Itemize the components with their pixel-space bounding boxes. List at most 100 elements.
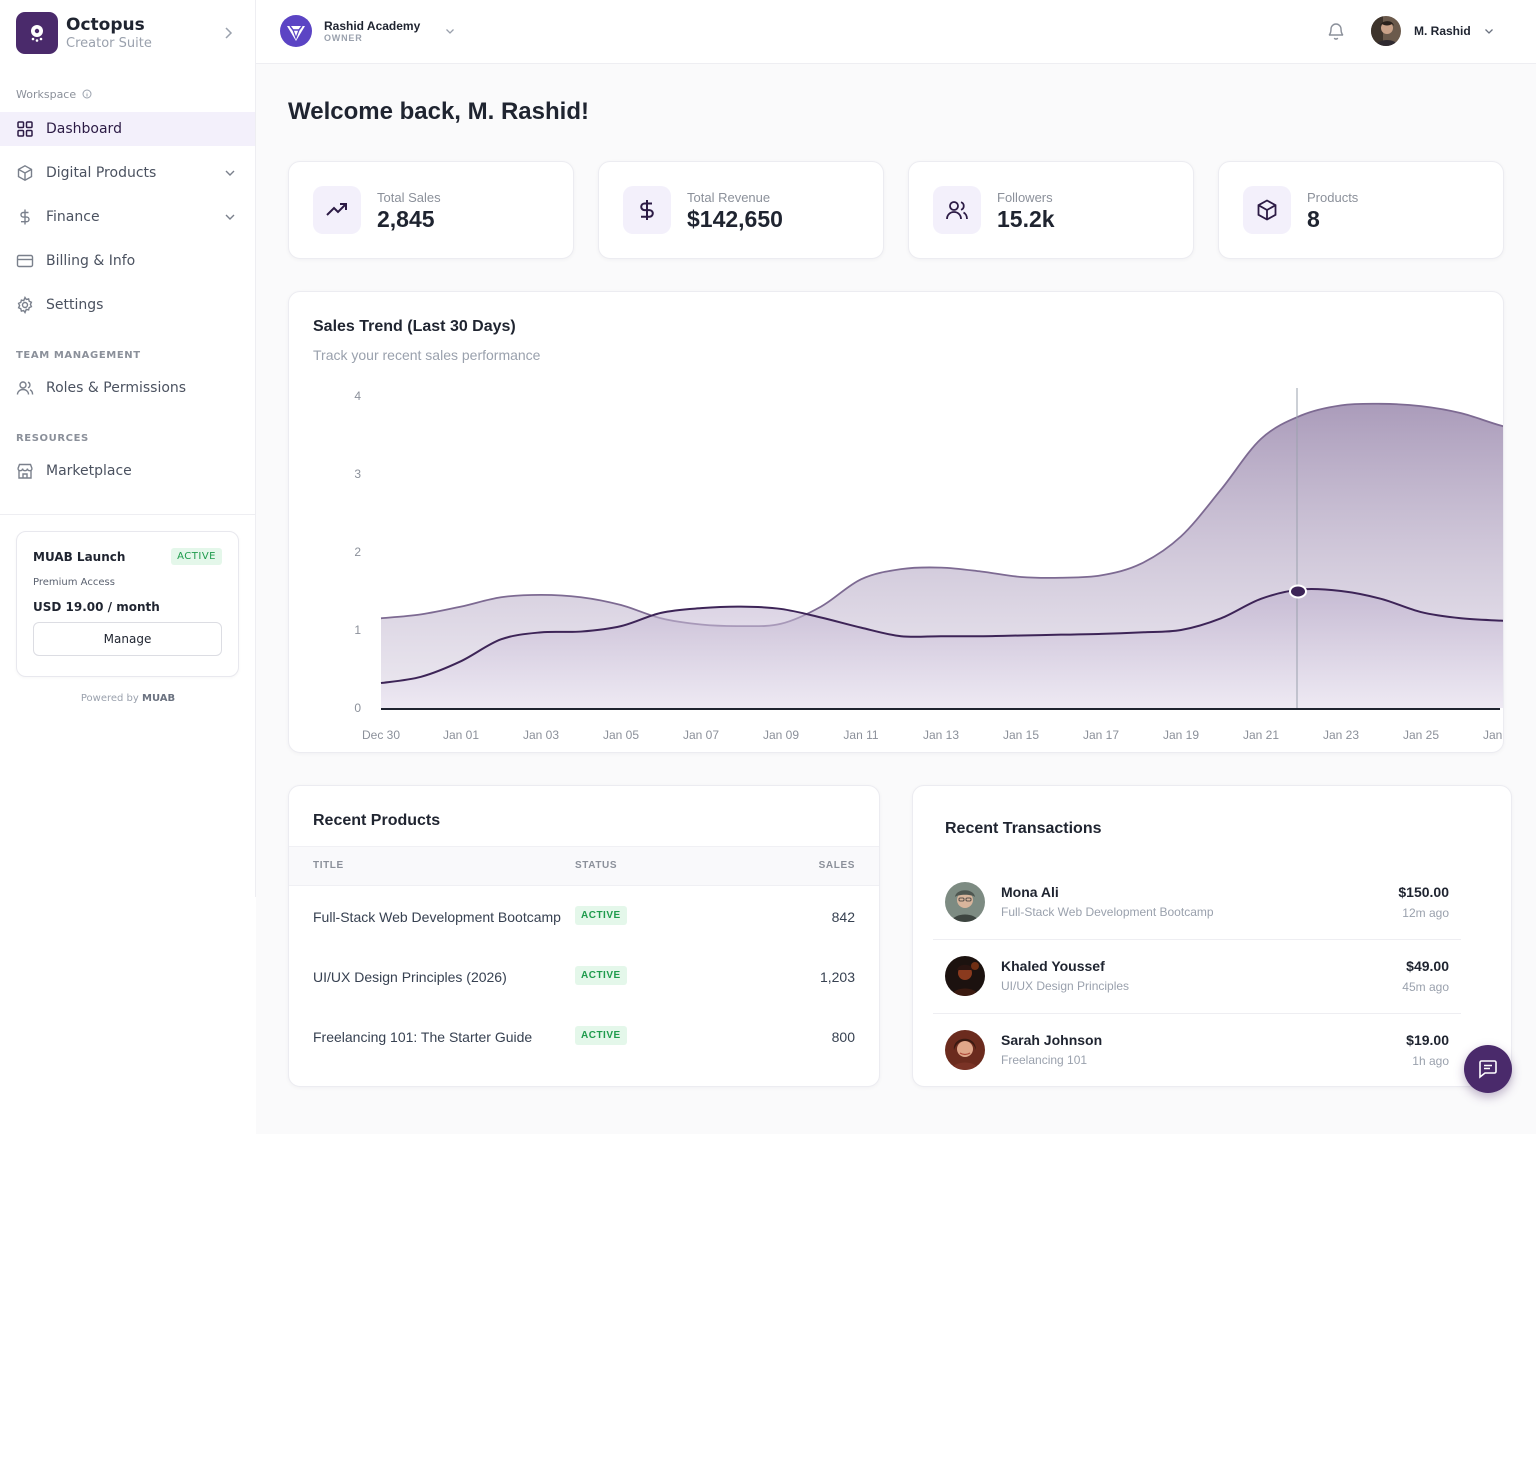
table-row[interactable]: Freelancing 101: The Starter Guide ACTIV… [289, 1006, 879, 1066]
store-icon [16, 462, 34, 480]
sidebar-item-dashboard[interactable]: Dashboard [0, 112, 255, 146]
plan-card: MUAB Launch ACTIVE Premium Access USD 19… [16, 531, 239, 677]
status-badge: ACTIVE [575, 1026, 627, 1045]
transaction-time: 12m ago [1402, 906, 1449, 920]
product-sales: 1,203 [819, 969, 855, 985]
sidebar-item-roles[interactable]: Roles & Permissions [0, 371, 255, 405]
transaction-time: 45m ago [1402, 980, 1449, 994]
stat-card-products: Products 8 [1218, 161, 1504, 259]
manage-button[interactable]: Manage [33, 622, 222, 656]
recent-transactions-card: Recent Transactions Mona Ali Full-Stack … [912, 785, 1512, 1087]
stat-value: 2,845 [377, 206, 435, 232]
bell-icon[interactable] [1326, 21, 1346, 41]
sidebar-item-marketplace[interactable]: Marketplace [0, 454, 255, 488]
product-sales: 842 [831, 909, 855, 925]
product-title: Freelancing 101: The Starter Guide [313, 1029, 533, 1045]
stat-value: 15.2k [997, 206, 1055, 232]
table-header: TITLE STATUS SALES [289, 846, 879, 886]
users-icon [933, 186, 981, 234]
credit-card-icon [16, 252, 34, 270]
sales-trend-card: Sales Trend (Last 30 Days) Track your re… [288, 291, 1504, 753]
transaction-product: UI/UX Design Principles [1001, 979, 1130, 993]
sidebar-item-label: Billing & Info [46, 253, 136, 269]
y-tick-label: 3 [354, 467, 361, 481]
sales-trend-chart[interactable]: 0 1 2 3 4 Dec 30 Jan 01 Jan 03 Jan 05 Jan 07 Jan 0… [289, 292, 1504, 753]
series-line-1 [380, 402, 1503, 628]
x-tick-label: Jan 11 [843, 728, 878, 742]
sidebar-item-label: Finance [46, 209, 100, 225]
avatar [945, 882, 985, 922]
workspace-label: Workspace [16, 88, 92, 101]
x-tick-label: Jan 21 [1243, 728, 1279, 742]
avatar [945, 956, 985, 996]
x-tick-label: Jan 05 [603, 728, 639, 742]
brand-subtitle: Creator Suite [66, 35, 152, 51]
x-tick-label: Jan 25 [1403, 728, 1439, 742]
recent-products-card: Recent Products TITLE STATUS SALES Full-… [288, 785, 880, 1087]
chevron-right-icon[interactable] [220, 25, 236, 41]
org-switcher[interactable]: Rashid Academy OWNER [256, 0, 466, 64]
chat-button[interactable] [1464, 1045, 1512, 1093]
chevron-down-icon [446, 29, 454, 34]
x-tick-label: Jan 19 [1163, 728, 1199, 742]
x-tick-label: Dec 30 [362, 728, 400, 742]
table-row[interactable]: UI/UX Design Principles (2026) ACTIVE 1,… [289, 946, 879, 1006]
sidebar-item-label: Digital Products [46, 165, 157, 181]
list-item[interactable]: Mona Ali Full-Stack Web Development Boot… [933, 866, 1461, 940]
brand[interactable]: Octopus Creator Suite [16, 12, 242, 54]
stat-label: Total Revenue [687, 190, 771, 205]
dollar-icon [16, 208, 34, 226]
stat-card-followers: Followers 15.2k [908, 161, 1194, 259]
sidebar-item-label: Settings [46, 297, 104, 313]
org-role: OWNER [324, 33, 363, 43]
list-item[interactable]: Khaled Youssef UI/UX Design Principles $… [933, 940, 1461, 1014]
transaction-amount: $150.00 [1398, 884, 1449, 900]
chevron-down-icon [225, 214, 235, 220]
sidebar-item-billing[interactable]: Billing & Info [0, 244, 255, 278]
y-tick-label: 0 [354, 701, 361, 715]
chevron-down-icon [225, 170, 235, 176]
chevron-down-icon [1485, 29, 1493, 34]
avatar [1371, 16, 1401, 46]
column-header-title: TITLE [313, 860, 344, 871]
brand-name: Octopus [66, 14, 145, 35]
y-tick-label: 2 [354, 545, 361, 559]
product-title: Full-Stack Web Development Bootcamp [313, 909, 561, 925]
sidebar-item-label: Dashboard [46, 121, 122, 137]
stat-label: Followers [997, 190, 1053, 205]
status-badge: ACTIVE [171, 548, 222, 565]
plan-access: Premium Access [33, 577, 115, 588]
sidebar-item-digital-products[interactable]: Digital Products [0, 156, 255, 190]
plan-price: USD 19.00 / month [33, 600, 160, 614]
x-tick-label: Jan 23 [1323, 728, 1359, 742]
sidebar-item-label: Roles & Permissions [46, 380, 187, 396]
sidebar-divider [0, 514, 255, 515]
gear-icon [16, 296, 34, 314]
product-title: UI/UX Design Principles (2026) [313, 969, 507, 985]
dollar-icon [623, 186, 671, 234]
list-item[interactable]: Sarah Johnson Freelancing 101 $19.00 1h … [933, 1014, 1461, 1086]
transaction-amount: $19.00 [1406, 1032, 1449, 1048]
stat-value: 8 [1307, 206, 1320, 232]
column-header-sales: SALES [818, 860, 855, 871]
x-tick-label: Jan 17 [1083, 728, 1119, 742]
column-header-status: STATUS [575, 860, 618, 871]
hover-point[interactable] [1289, 584, 1307, 599]
user-menu[interactable]: M. Rashid [1366, 0, 1506, 64]
trending-up-icon [313, 186, 361, 234]
x-tick-label: Jan 01 [443, 728, 479, 742]
chat-icon [1479, 1060, 1497, 1079]
card-title: Recent Transactions [945, 820, 1102, 837]
card-title: Recent Products [313, 812, 441, 829]
table-row[interactable]: Full-Stack Web Development Bootcamp ACTI… [289, 886, 879, 946]
topbar: Rashid Academy OWNER M. Rashid [256, 0, 1536, 64]
page-title: Welcome back, M. Rashid! [288, 98, 589, 125]
product-sales: 800 [831, 1029, 855, 1045]
chart-subtitle: Track your recent sales performance [313, 347, 541, 363]
x-tick-label: Jan 09 [763, 728, 799, 742]
sidebar-item-finance[interactable]: Finance [0, 200, 255, 234]
sidebar-item-label: Marketplace [46, 463, 132, 479]
customer-name: Sarah Johnson [1001, 1032, 1103, 1048]
x-tick-label: Jan 13 [923, 728, 959, 742]
sidebar-item-settings[interactable]: Settings [0, 288, 255, 322]
